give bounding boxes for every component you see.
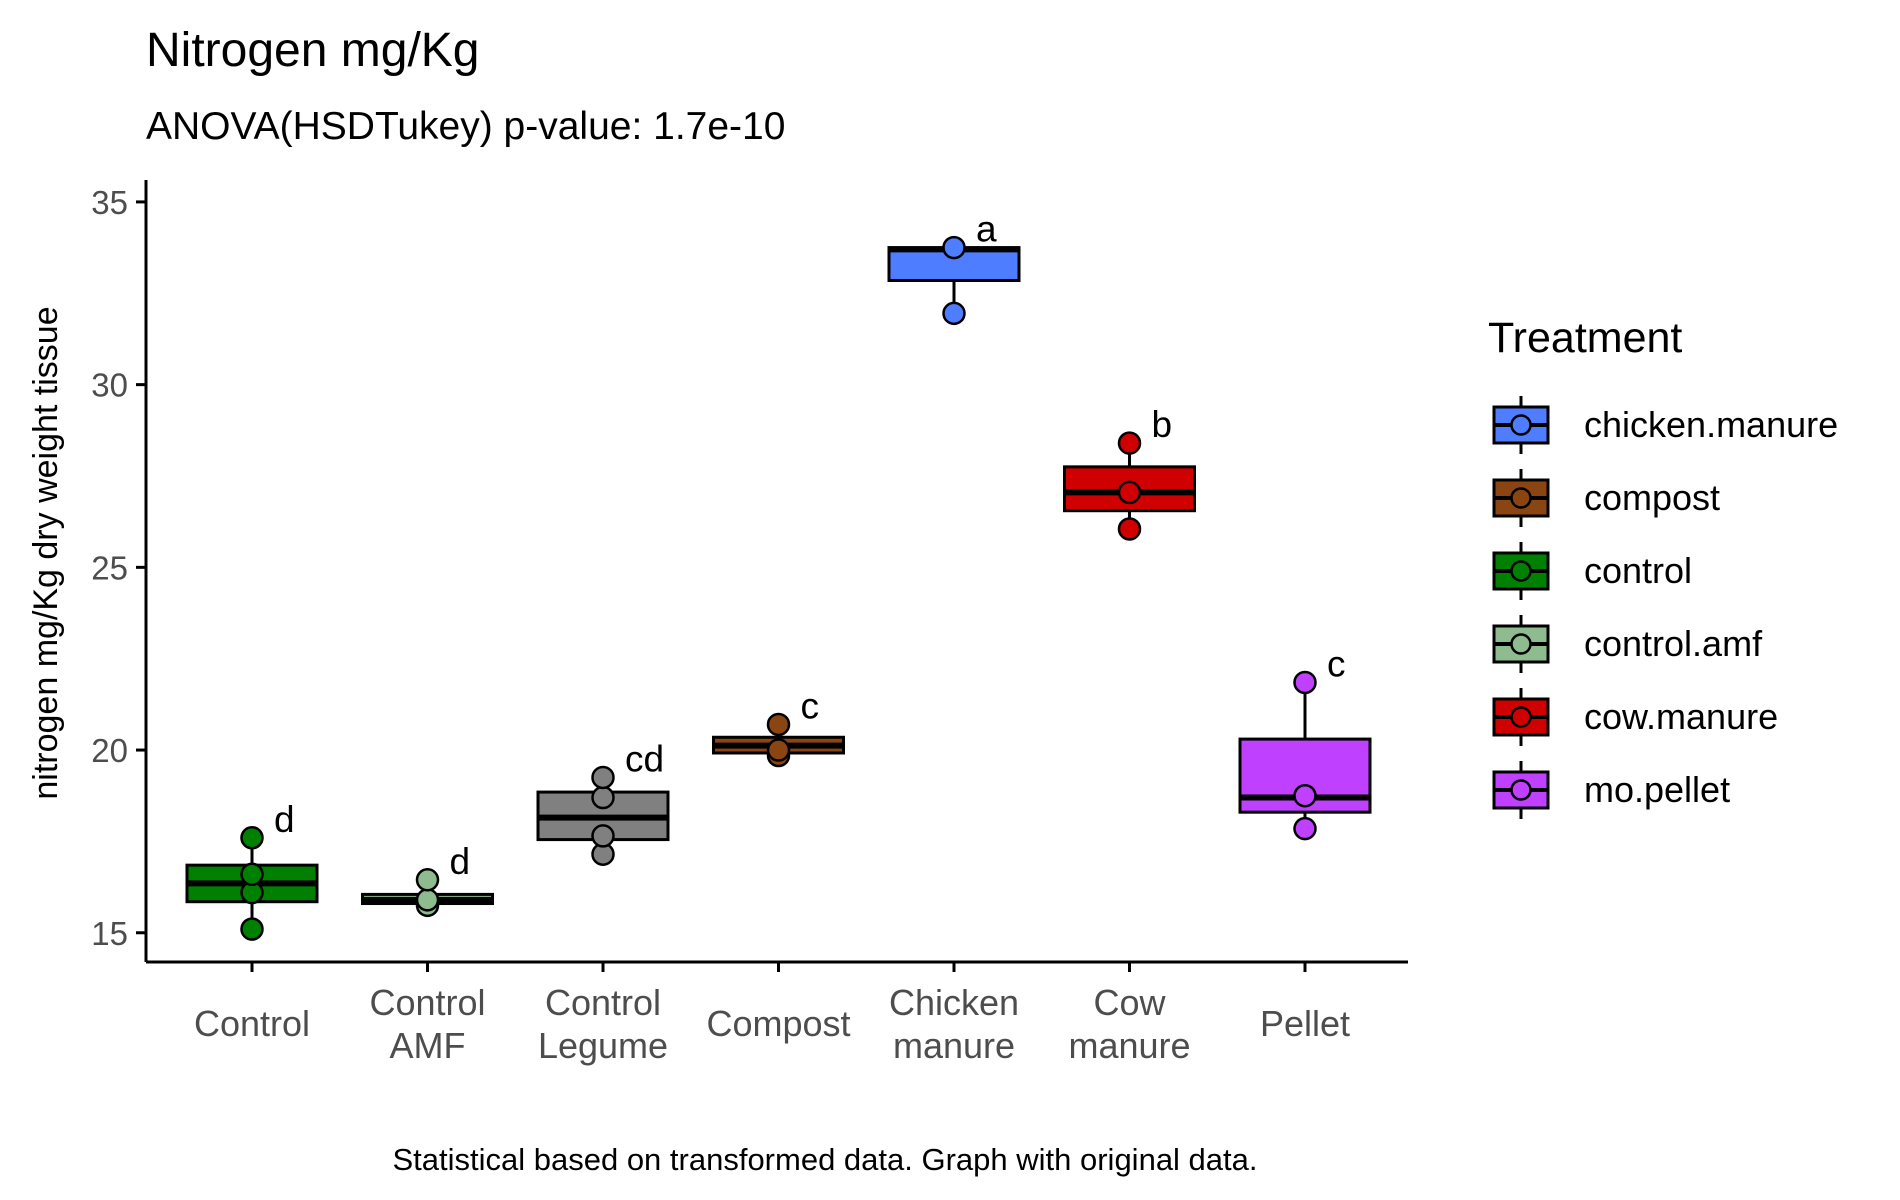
legend-label: cow.manure	[1584, 696, 1778, 737]
data-point	[1117, 431, 1142, 455]
significance-letter: d	[274, 799, 295, 840]
legend-title: Treatment	[1488, 314, 1682, 362]
data-point	[1117, 480, 1142, 505]
y-tick-label: 35	[91, 184, 128, 221]
data-point	[240, 917, 264, 941]
legend-key-point	[1510, 706, 1532, 728]
legend-item: control	[1492, 542, 1692, 600]
chart-caption: Statistical based on transformed data. G…	[392, 1142, 1257, 1177]
box-group: Chicken manure a	[887, 209, 1021, 1066]
box-group: Control AMF d	[361, 841, 494, 1066]
significance-letter: d	[450, 841, 471, 882]
legend-key-point	[1510, 779, 1532, 801]
legend-label: control	[1584, 550, 1692, 591]
legend-key-point	[1510, 633, 1532, 655]
x-tick-label: Chicken manure	[889, 982, 1019, 1066]
legend-key-point	[1510, 487, 1532, 509]
data-point	[942, 235, 966, 260]
data-point	[942, 301, 966, 326]
x-tick-label: Control Legume	[538, 982, 668, 1066]
plot-area: 15 20 25 30 35 Control d Control AMF d Control Legu…	[91, 180, 1408, 1066]
box-group: Cow manure b	[1063, 404, 1196, 1066]
data-point	[591, 765, 615, 790]
data-point	[591, 824, 615, 848]
legend-item: compost	[1492, 469, 1720, 527]
box-group: Pellet c	[1238, 643, 1372, 1044]
data-point	[415, 868, 440, 892]
significance-letter: b	[1152, 404, 1173, 445]
data-point	[1293, 670, 1317, 695]
significance-letter: cd	[625, 738, 664, 779]
x-tick-label: Compost	[706, 1003, 850, 1044]
data-point	[766, 712, 791, 737]
y-tick-label: 25	[91, 549, 128, 586]
box-group: Compost c	[706, 685, 850, 1044]
legend: Treatment chicken.manure compost control con…	[1488, 314, 1838, 819]
data-point	[415, 888, 440, 912]
box-group: Control d	[185, 799, 319, 1044]
significance-letter: a	[976, 209, 997, 250]
significance-letter: c	[801, 685, 820, 726]
y-axis-title: nitrogen mg/Kg dry weight tissue	[27, 306, 65, 799]
data-point	[591, 785, 615, 810]
legend-key-point	[1510, 560, 1532, 582]
x-tick-label: Control	[194, 1003, 310, 1044]
y-tick-label: 30	[91, 367, 128, 404]
x-tick-label: Cow manure	[1068, 982, 1190, 1066]
data-point	[1293, 783, 1317, 808]
data-point	[1293, 816, 1317, 841]
legend-item: mo.pellet	[1492, 761, 1730, 819]
legend-key-point	[1510, 414, 1532, 436]
chart-title: Nitrogen mg/Kg	[146, 24, 480, 77]
data-point	[1117, 517, 1142, 541]
legend-label: chicken.manure	[1584, 404, 1838, 445]
x-tick-label: Pellet	[1260, 1003, 1350, 1044]
legend-label: mo.pellet	[1584, 769, 1730, 810]
legend-item: cow.manure	[1492, 688, 1778, 746]
significance-letter: c	[1327, 643, 1346, 684]
data-point	[766, 738, 791, 762]
legend-label: control.amf	[1584, 623, 1763, 664]
y-tick-label: 15	[91, 915, 128, 952]
legend-label: compost	[1584, 477, 1720, 518]
x-tick-label: Control AMF	[369, 982, 485, 1066]
data-point	[240, 826, 264, 850]
data-point	[240, 862, 264, 887]
chart-subtitle: ANOVA(HSDTukey) p-value: 1.7e-10	[146, 105, 785, 148]
box-group: Control Legume cd	[536, 738, 670, 1066]
y-tick-label: 20	[91, 732, 128, 769]
legend-item: control.amf	[1492, 615, 1763, 673]
legend-item: chicken.manure	[1492, 396, 1838, 454]
